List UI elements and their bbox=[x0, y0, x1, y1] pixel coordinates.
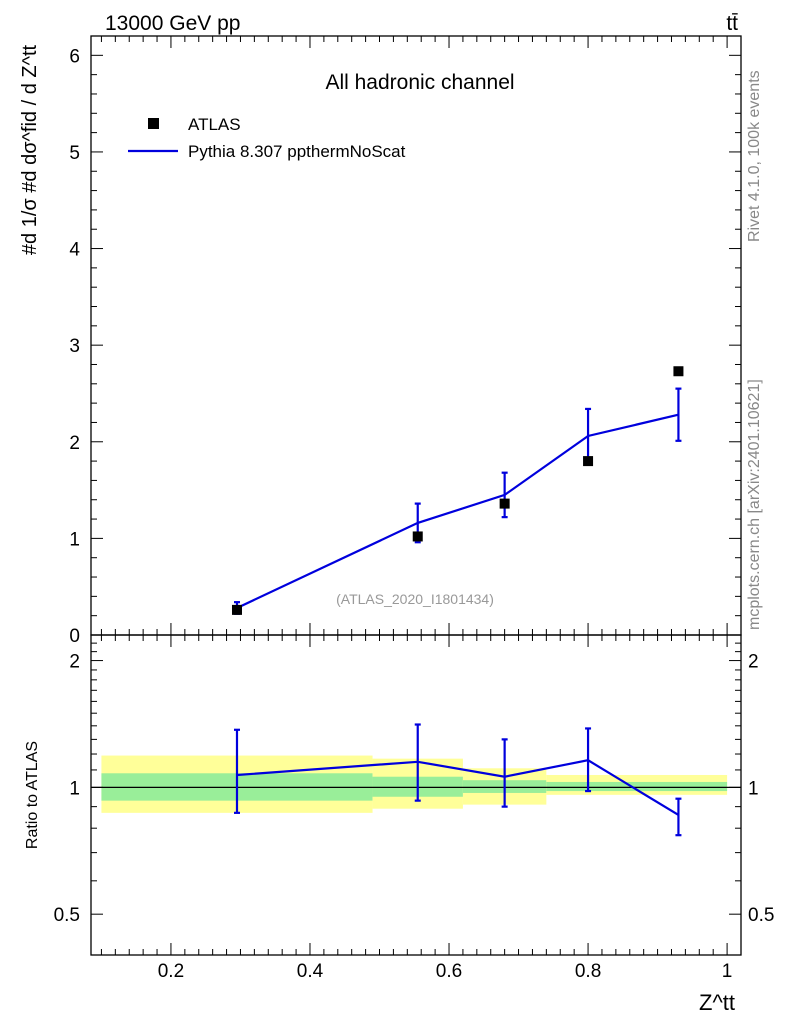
ratio-tick-label-left: 2 bbox=[69, 652, 80, 673]
y-tick-label: 6 bbox=[69, 46, 80, 67]
ratio-tick-label-left: 0.5 bbox=[54, 905, 80, 926]
atlas-data-point bbox=[499, 498, 510, 509]
legend-atlas-marker bbox=[148, 118, 159, 129]
ratio-tick-label-left: 1 bbox=[69, 778, 80, 799]
band-inner bbox=[546, 781, 728, 792]
ratio-panel bbox=[90, 634, 742, 956]
x-tick-label: 0.2 bbox=[158, 961, 184, 982]
legend-mc-label: Pythia 8.307 ppthermNoScat bbox=[188, 142, 406, 161]
atlas-data-point bbox=[231, 604, 242, 615]
legend: ATLAS Pythia 8.307 ppthermNoScat bbox=[128, 115, 406, 161]
ratio-tick-label-right: 0.5 bbox=[748, 905, 774, 926]
x-tick-label: 1 bbox=[722, 961, 733, 982]
atlas-data-point bbox=[583, 456, 594, 467]
y-tick-label: 5 bbox=[69, 143, 80, 164]
process-label: tt̄ bbox=[726, 12, 738, 35]
x-tick-label: 0.8 bbox=[575, 961, 601, 982]
y-tick-label: 1 bbox=[69, 529, 80, 550]
collision-label: 13000 GeV pp bbox=[105, 12, 240, 35]
y-tick-label: 0 bbox=[69, 626, 80, 647]
mc-line bbox=[236, 413, 679, 609]
legend-atlas-label: ATLAS bbox=[188, 115, 241, 134]
chart-title: All hadronic channel bbox=[325, 71, 514, 94]
mcplots-label: mcplots.cern.ch [arXiv:2401.10621] bbox=[746, 379, 763, 630]
atlas-data-point bbox=[673, 366, 684, 377]
ratio-tick-label-right: 1 bbox=[748, 778, 759, 799]
analysis-id: (ATLAS_2020_I1801434) bbox=[336, 591, 494, 607]
y-axis-label: #d 1/σ #d dσ^fid / d Z^tt bbox=[19, 44, 41, 255]
y-tick-label: 3 bbox=[69, 336, 80, 357]
y-tick-label: 4 bbox=[69, 240, 80, 261]
rivet-label: Rivet 4.1.0, 100k events bbox=[746, 70, 763, 242]
x-tick-label: 0.6 bbox=[436, 961, 462, 982]
y-tick-label: 2 bbox=[69, 433, 80, 454]
ratio-axis-label: Ratio to ATLAS bbox=[24, 741, 41, 849]
x-axis-label: Z^tt bbox=[699, 990, 735, 1015]
x-tick-label: 0.4 bbox=[297, 961, 324, 982]
atlas-data-point bbox=[412, 531, 423, 542]
ratio-tick-label-right: 2 bbox=[748, 652, 759, 673]
ratio-frame bbox=[90, 634, 742, 956]
